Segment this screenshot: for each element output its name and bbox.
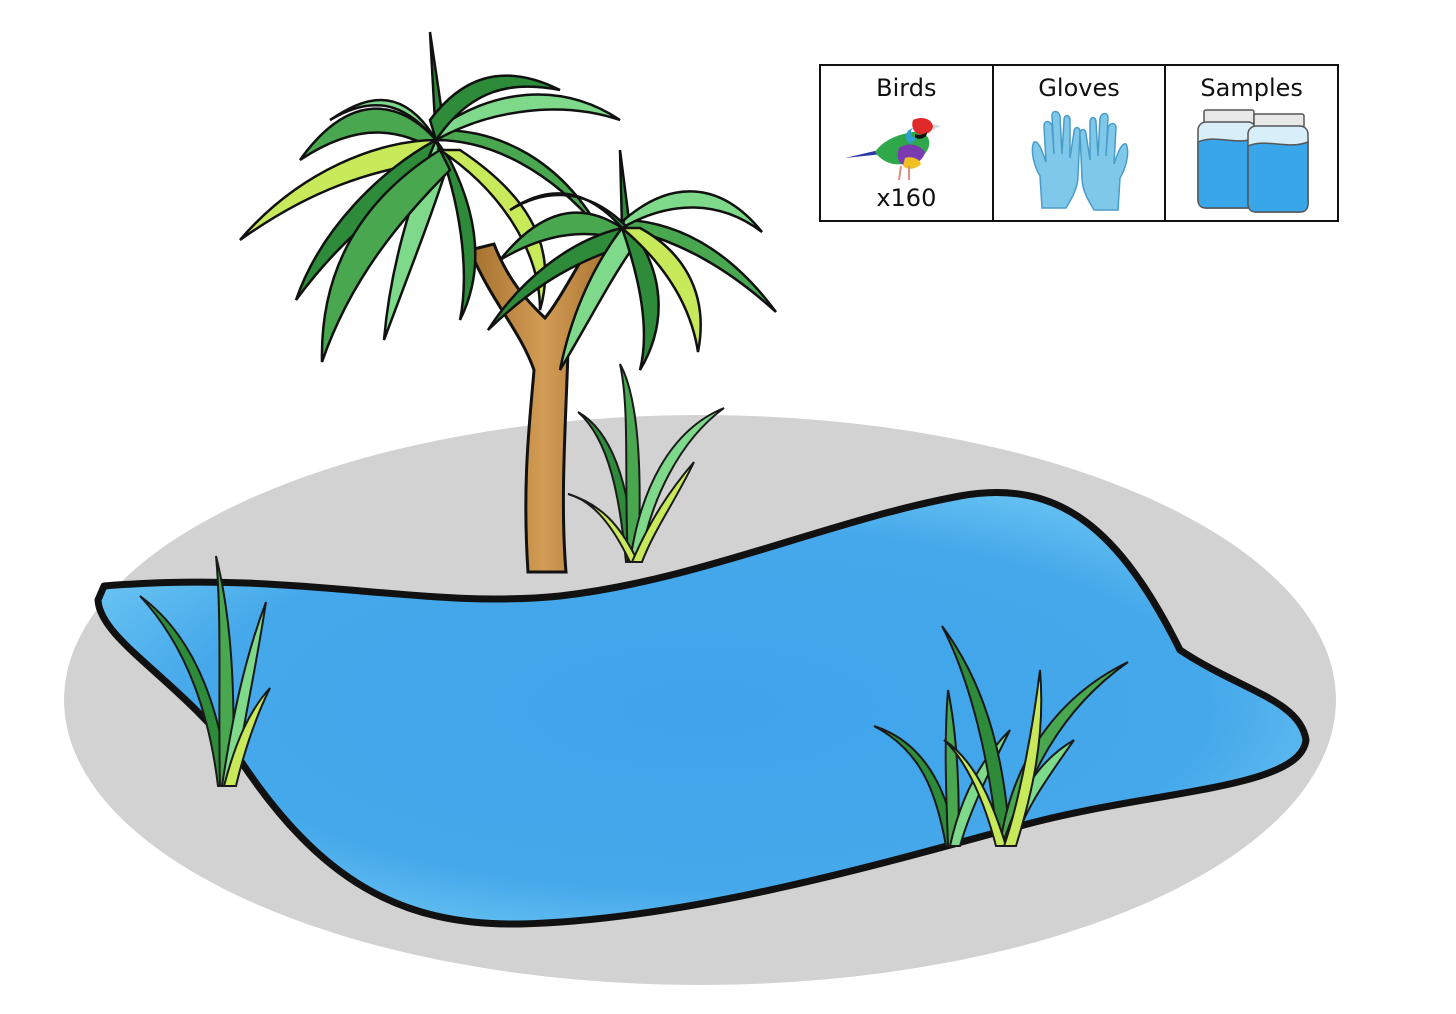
legend-table: Birds x160 Gloves Samples: [819, 64, 1339, 222]
legend-label-samples: Samples: [1200, 74, 1303, 102]
legend-label-birds: Birds: [876, 74, 937, 102]
legend-cell-gloves: Gloves: [991, 66, 1165, 220]
reeds: [139, 363, 1129, 847]
sample-jars-icon: [1197, 109, 1310, 213]
palm-tree: [239, 31, 778, 574]
legend-label-gloves: Gloves: [1038, 74, 1120, 102]
gloves-icon: [1031, 110, 1129, 211]
bird-icon: [845, 118, 941, 181]
legend-count-birds: x160: [876, 184, 937, 212]
legend-cell-birds: Birds x160: [821, 66, 992, 220]
legend-cell-samples: Samples: [1164, 66, 1337, 220]
